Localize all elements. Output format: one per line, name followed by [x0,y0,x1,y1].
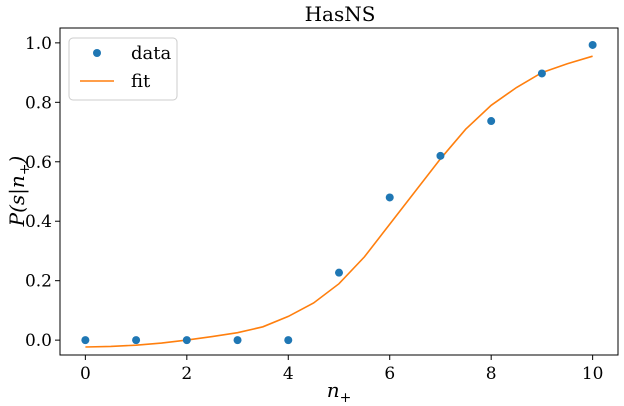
data-point [436,151,445,160]
x-tick-label: 0 [80,364,91,384]
fit-curve [85,55,593,348]
x-tick-label: 8 [486,364,497,384]
data-point [233,336,242,345]
x-tick-label: 2 [181,364,192,384]
data-point [81,336,90,345]
plot-area-frame [59,27,619,356]
data-point [335,268,343,277]
y-tick-label: 0.6 [25,153,52,173]
data-point [385,193,394,202]
x-axis-label-subscript: + [340,390,352,406]
x-axis-ticks: 0 2 4 6 8 10 [80,355,604,384]
x-axis-label-main: n [327,378,340,402]
y-axis-label: P(s|n+) [5,156,33,228]
data-point [132,336,141,345]
legend-fit-label: fit [131,71,151,92]
x-tick-label: 4 [283,364,294,384]
data-point [487,117,496,126]
data-point [182,336,191,345]
data-point [284,336,293,345]
data-point [588,40,597,49]
x-tick-label: 10 [582,364,604,384]
y-tick-label: 1.0 [25,34,52,54]
chart-title: HasNS [305,2,376,26]
y-tick-label: 0.4 [25,212,52,232]
y-tick-label: 0.0 [25,331,52,351]
fit-series [85,55,593,348]
x-axis-label: n+ [327,378,352,406]
y-axis-ticks: 0.0 0.2 0.4 0.6 0.8 1.0 [25,34,60,351]
legend-data-marker [93,49,101,57]
legend-data-label: data [131,43,171,64]
legend: data fit [68,37,178,101]
y-axis-label-close: ) [5,156,29,165]
data-series [81,40,597,345]
y-tick-label: 0.2 [25,272,52,292]
data-point [537,69,546,78]
y-axis-label-main: P(s|n [5,175,30,227]
y-axis-label-subscript: + [17,163,33,175]
y-tick-label: 0.8 [25,93,52,113]
x-tick-label: 6 [384,364,395,384]
